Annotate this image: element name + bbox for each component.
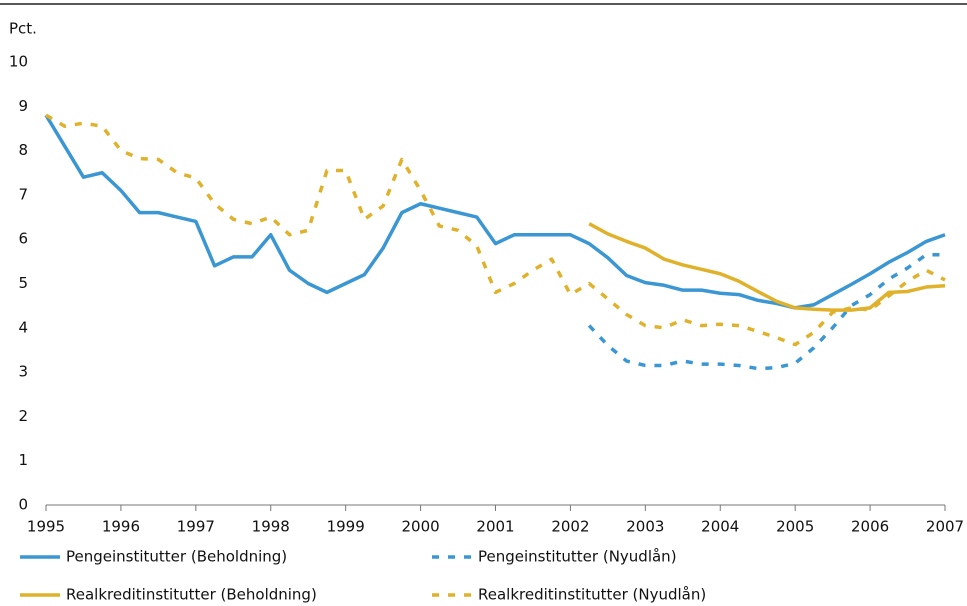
y-tick-label: 3 [18,363,28,381]
legend-label: Realkreditinstitutter (Nyudlån) [478,586,706,604]
x-tick-label: 2000 [401,518,439,536]
series-line [587,252,945,371]
x-tick-label: 1999 [327,518,365,536]
x-tick-label: 1997 [177,518,215,536]
series-line [588,222,946,312]
y-tick-label: 4 [18,318,28,336]
x-tick-label: 1996 [102,518,140,536]
x-tick-label: 1998 [252,518,290,536]
x-tick-label: 2006 [851,518,889,536]
x-tick-label: 2001 [476,518,514,536]
y-tick-label: 8 [18,141,28,159]
y-tick-label: 2 [18,407,28,425]
y-tick-label: 5 [18,274,28,292]
x-tick-label: 1995 [27,518,65,536]
y-tick-label: 6 [18,230,28,248]
x-tick-label: 2004 [701,518,739,536]
y-tick-label: 1 [18,451,28,469]
x-tick-label: 2003 [626,518,664,536]
legend-label: Pengeinstitutter (Nyudlån) [478,548,677,566]
x-tick-label: 2002 [551,518,589,536]
y-tick-label: 7 [18,185,28,203]
x-tick-label: 2005 [776,518,814,536]
y-tick-label: 10 [9,53,28,71]
legend-label: Pengeinstitutter (Beholdning) [66,548,287,566]
series-line [44,114,946,310]
y-tick-label: 9 [18,97,28,115]
y-axis-label: Pct. [9,20,37,38]
y-tick-label: 0 [18,496,28,514]
x-tick-label: 2007 [926,518,964,536]
series-line [45,113,946,347]
legend-label: Realkreditinstitutter (Beholdning) [66,586,317,604]
